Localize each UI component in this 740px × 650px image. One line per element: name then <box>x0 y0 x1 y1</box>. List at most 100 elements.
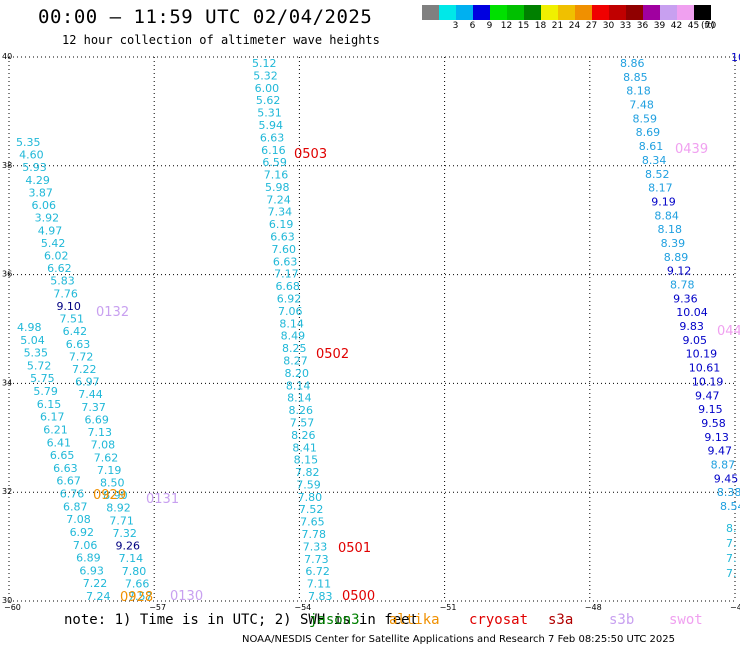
pass-time-label: 0501 <box>338 541 371 556</box>
page-title: 00:00 — 11:59 UTC 02/04/2025 <box>38 6 373 28</box>
wave-height-label: 6.63 <box>273 255 298 268</box>
wave-height-label: 8.89 <box>664 251 689 264</box>
satellite-name-swot: swot <box>669 612 703 628</box>
satellite-name-s3a: s3a <box>548 612 574 628</box>
legend-tick-label: 70 <box>704 21 717 31</box>
wave-height-label: 7.80 <box>298 491 323 504</box>
wave-height-label: 10.19 <box>692 375 724 388</box>
wave-height-label: 6.02 <box>44 250 69 263</box>
page-subtitle: 12 hour collection of altimeter wave hei… <box>62 33 380 47</box>
legend-swatch <box>422 5 439 20</box>
wave-height-label: 7.33 <box>303 540 328 553</box>
legend-tick-label: 15 <box>517 21 530 31</box>
wave-height-label: 8.34 <box>642 154 667 167</box>
lat-tick-label: 38 <box>2 161 12 170</box>
legend-tick-label: 30 <box>602 21 615 31</box>
wave-height-label: 7.32 <box>112 527 137 540</box>
wave-height-label: 6.15 <box>37 398 62 411</box>
wave-height-label: 6.16 <box>261 144 286 157</box>
wave-height-label: 8.85 <box>623 71 648 84</box>
wave-height-label: 7.71 <box>109 514 134 527</box>
wave-height-label: 7.06 <box>278 305 303 318</box>
wave-height-label: 10.61 <box>689 362 721 375</box>
legend-swatch <box>643 5 660 20</box>
wave-height-label: 8.20 <box>285 367 310 380</box>
legend-swatch <box>660 5 677 20</box>
satellite-name-cryosat: cryosat <box>469 612 529 628</box>
note-text: note: 1) Time is in UTC; 2) SWH is in fe… <box>64 612 419 628</box>
wave-height-label: 7.19 <box>97 464 122 477</box>
pass-time-label: 0929 <box>93 488 126 503</box>
wave-height-label: 5.83 <box>50 275 75 288</box>
wave-height-label: 5.72 <box>27 359 52 372</box>
pass-time-label: 044 <box>717 324 740 339</box>
wave-height-label: 9.05 <box>683 334 708 347</box>
wave-height-label: 6.67 <box>56 475 81 488</box>
legend-tick-label: 36 <box>636 21 649 31</box>
legend-tick-label: 45 <box>687 21 700 31</box>
wave-height-label: 7. <box>726 552 737 565</box>
legend-swatch <box>626 5 643 20</box>
wave-height-label: 9.10 <box>56 300 81 313</box>
lon-tick-label: −51 <box>440 603 457 612</box>
wave-height-label: 7.22 <box>72 363 97 376</box>
wave-height-label: 8.92 <box>106 502 131 515</box>
wave-height-label: 8.14 <box>286 379 311 392</box>
wave-height-label: 5.94 <box>259 119 284 132</box>
wave-height-label: 7.17 <box>274 268 299 281</box>
wave-height-label: 5.98 <box>265 181 290 194</box>
wave-height-label: 5.75 <box>30 372 55 385</box>
legend-tick-label: 18 <box>534 21 547 31</box>
legend-tick-label: 21 <box>551 21 564 31</box>
wave-height-label: 6.59 <box>262 156 287 169</box>
lon-tick-label: −54 <box>294 603 311 612</box>
legend-swatch <box>609 5 626 20</box>
wave-height-label: 7.52 <box>299 503 324 516</box>
legend-tick-label: 39 <box>653 21 666 31</box>
wave-height-label: 6.97 <box>75 376 100 389</box>
wave-height-label: 9.15 <box>698 403 723 416</box>
wave-height-label: 7.57 <box>128 590 153 603</box>
wave-height-label: 7.06 <box>73 539 98 552</box>
wave-height-label: 6.06 <box>32 199 57 212</box>
wave-height-label: 6.19 <box>269 218 294 231</box>
legend-swatch <box>507 5 524 20</box>
pass-time-label: 0500 <box>342 589 375 604</box>
wave-height-label: 7.11 <box>307 578 332 591</box>
wave-height-label: 7.34 <box>268 206 293 219</box>
wave-height-label: 8.84 <box>654 209 679 222</box>
wave-height-label: 9.83 <box>679 320 704 333</box>
lon-tick-label: −45 <box>730 603 740 612</box>
legend-tick-label: 27 <box>585 21 598 31</box>
wave-height-label: 3.87 <box>28 186 52 199</box>
wave-height-label: 7.57 <box>290 416 315 429</box>
lat-tick-label: 34 <box>2 378 12 387</box>
wave-height-label: 6.89 <box>76 552 101 565</box>
wave-height-label: 10.19 <box>686 348 718 361</box>
wave-height-label: 7.14 <box>119 552 143 565</box>
wave-height-label: 8.14 <box>287 392 312 405</box>
wave-height-label: 10.04 <box>676 306 708 319</box>
wave-height-label: 9.47 <box>708 445 733 458</box>
wave-height-label: 7.62 <box>94 451 119 464</box>
legend-tick-label: 6 <box>469 21 476 31</box>
wave-height-label: 7.80 <box>122 565 146 578</box>
wave-height-label: 8.17 <box>648 182 673 195</box>
wave-height-label: 5.32 <box>253 69 277 82</box>
wave-height-label: 8.78 <box>670 279 695 292</box>
wave-height-label: 6.72 <box>305 565 330 578</box>
wave-height-label: 6.63 <box>53 462 77 475</box>
legend-swatch <box>592 5 609 20</box>
lat-tick-label: 30 <box>2 596 12 605</box>
wave-height-label: 8.14 <box>279 317 304 330</box>
wave-height-label: 7. <box>726 567 737 580</box>
wave-height-label: 8.27 <box>283 354 308 367</box>
legend-tick-label: 24 <box>568 21 581 31</box>
wave-height-label: 6.63 <box>260 131 285 144</box>
wave-height-label: 6.92 <box>277 293 302 306</box>
lat-tick-label: 40 <box>2 52 12 61</box>
lat-tick-label: 36 <box>2 270 12 279</box>
wave-height-label: 6.41 <box>47 436 71 449</box>
wave-height-label: 5.31 <box>257 107 282 120</box>
